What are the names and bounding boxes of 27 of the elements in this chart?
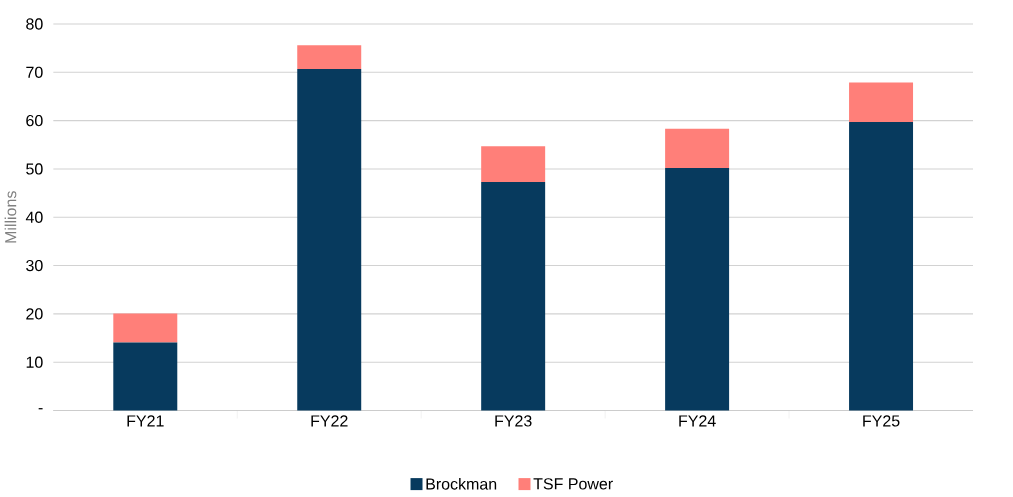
x-tick-label: FY23 <box>495 415 532 427</box>
legend-label: Brockman <box>426 478 497 490</box>
y-axis-title: Millions <box>4 191 17 243</box>
y-tick-label: 50 <box>26 163 43 175</box>
bar <box>849 82 914 123</box>
y-tick-label: - <box>38 408 43 410</box>
y-tick-label: 70 <box>26 66 43 79</box>
bar <box>665 168 730 411</box>
x-tick-label: FY24 <box>679 415 716 427</box>
x-tick-label: FY21 <box>127 415 164 427</box>
bar <box>297 45 362 69</box>
bar <box>297 68 362 411</box>
bar <box>481 182 546 411</box>
bar <box>665 128 730 169</box>
y-tick-label: 80 <box>26 18 43 30</box>
y-tick-label: 40 <box>25 211 43 223</box>
bar <box>113 313 178 343</box>
y-tick-label: 10 <box>26 356 43 368</box>
x-tick-label: FY22 <box>311 415 348 427</box>
y-tick-label: 20 <box>26 308 43 320</box>
bar <box>113 342 178 411</box>
bar <box>849 122 914 411</box>
x-tick-label: FY25 <box>863 415 900 427</box>
y-tick-label: 30 <box>26 259 43 272</box>
bar <box>481 146 546 183</box>
legend-label: TSF Power <box>533 478 613 490</box>
y-tick-label: 60 <box>26 115 43 127</box>
